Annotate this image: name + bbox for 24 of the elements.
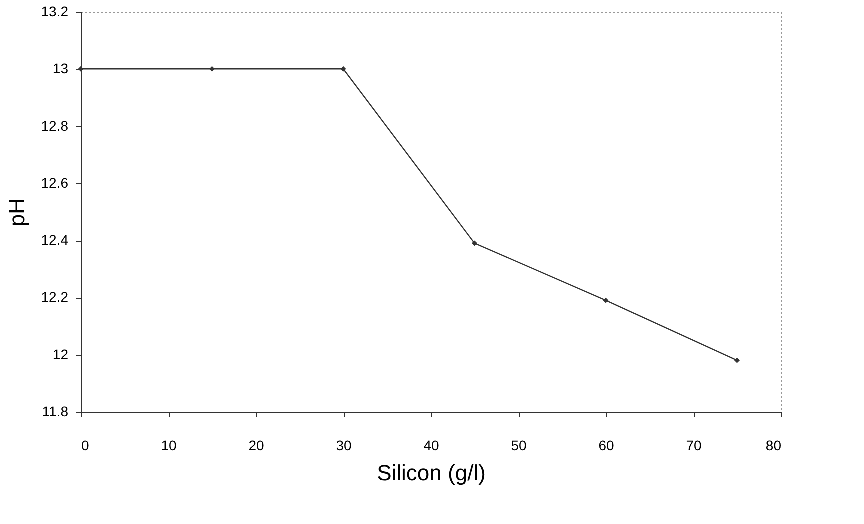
point [210,66,215,72]
point [603,298,609,304]
x-tick-label: 0 [82,438,90,454]
point [734,358,740,364]
x-tick-label: 40 [424,438,440,454]
y-tick-label: 11.8 [42,404,69,420]
x-axis-title: Silicon (g/l) [377,460,486,486]
y-tick-label: 12.8 [41,118,69,134]
x-tick-label: 60 [598,438,614,454]
x-tick-label: 20 [248,438,264,454]
point [472,240,478,246]
x-tick-label: 80 [766,438,782,454]
x-tick-label: 30 [336,438,352,454]
y-tick-label: 12.2 [41,289,69,306]
y-tick-label: 13.2 [41,4,69,20]
x-tick-label: 10 [161,438,177,454]
y-tick-label: 12.6 [41,174,69,191]
y-axis-title: pH [4,198,30,227]
x-tick-label: 70 [686,438,702,454]
point [340,66,346,72]
y-tick-label: 12.4 [41,232,69,248]
y-tick-label: 13 [52,60,69,77]
y-tick-label: 12 [52,346,69,362]
x-tick-label: 50 [511,438,527,454]
